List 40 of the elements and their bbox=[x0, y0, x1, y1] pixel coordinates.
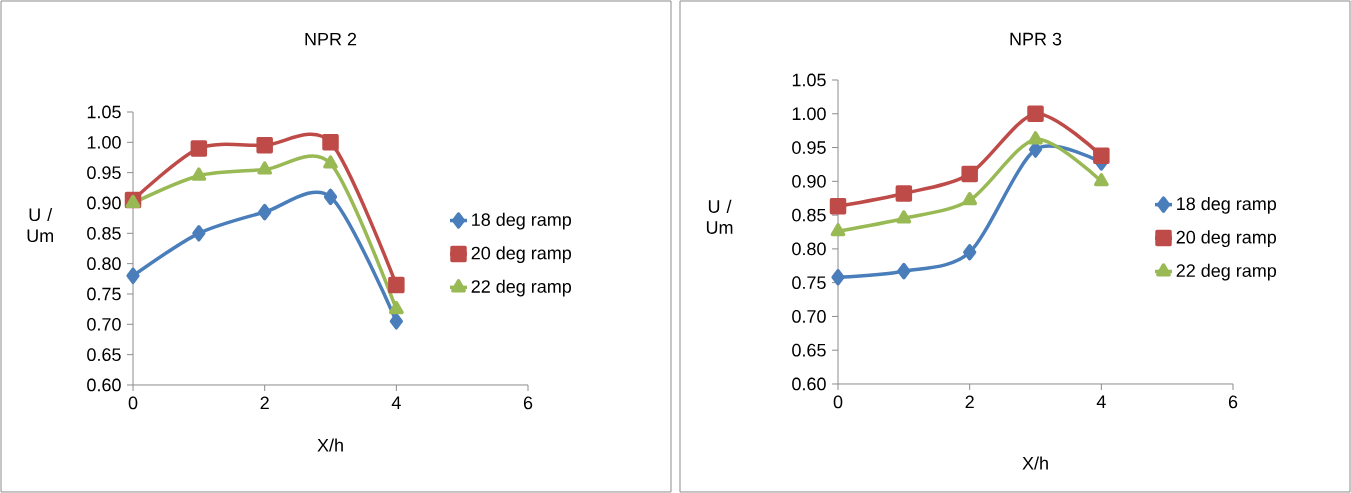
x-tick-label: 2 bbox=[965, 395, 974, 409]
y-tick-label: 0.65 bbox=[792, 343, 826, 357]
legend-label: 20 deg ramp bbox=[471, 246, 572, 264]
y-tick-label: 0.75 bbox=[87, 287, 121, 301]
x-tick-label: 6 bbox=[523, 396, 533, 410]
x-tick-label: 0 bbox=[833, 395, 843, 409]
x-tick-label: 0 bbox=[128, 396, 138, 410]
x-tick-label: 2 bbox=[260, 396, 269, 410]
legend-label: 22 deg ramp bbox=[1176, 263, 1277, 281]
y-tick-label: 0.85 bbox=[87, 226, 121, 240]
x-tick-label: 6 bbox=[1228, 395, 1238, 409]
y-tick-label: 0.95 bbox=[87, 166, 121, 180]
y-tick-label: 0.60 bbox=[792, 377, 826, 391]
y-tick-label: 1.05 bbox=[87, 105, 121, 119]
y-tick-label: 0.80 bbox=[87, 257, 121, 271]
y-tick-label: 1.00 bbox=[87, 135, 121, 149]
legend-label: 18 deg ramp bbox=[472, 212, 572, 230]
y-tick-label: 0.90 bbox=[87, 196, 121, 210]
y-tick-label: 0.90 bbox=[792, 174, 826, 188]
legend-label: 22 deg ramp bbox=[471, 279, 572, 297]
chart-title: NPR 2 bbox=[305, 32, 357, 46]
x-tick-label: 4 bbox=[1096, 395, 1106, 408]
y-tick-label: 0.70 bbox=[87, 317, 121, 331]
legend-label: 20 deg ramp bbox=[1176, 230, 1277, 248]
x-axis-title: X/h bbox=[1022, 456, 1048, 470]
chart-title: NPR 3 bbox=[1010, 32, 1062, 46]
y-axis-title: U / Um bbox=[27, 207, 53, 243]
y-tick-label: 1.05 bbox=[792, 73, 826, 87]
y-tick-label: 0.95 bbox=[792, 141, 826, 154]
x-axis-title: X/h bbox=[317, 438, 343, 452]
y-tick-label: 0.60 bbox=[87, 378, 121, 392]
y-tick-label: 0.80 bbox=[792, 242, 826, 256]
y-tick-label: 0.75 bbox=[792, 276, 826, 290]
y-tick-label: 0.65 bbox=[87, 348, 121, 362]
legend-label: 18 deg ramp bbox=[1177, 196, 1277, 214]
y-axis-title: U / Um bbox=[706, 199, 733, 234]
x-tick-label: 4 bbox=[391, 396, 401, 409]
y-tick-label: 1.00 bbox=[792, 107, 826, 121]
y-tick-label: 0.85 bbox=[792, 208, 826, 222]
y-tick-label: 0.70 bbox=[792, 310, 826, 323]
